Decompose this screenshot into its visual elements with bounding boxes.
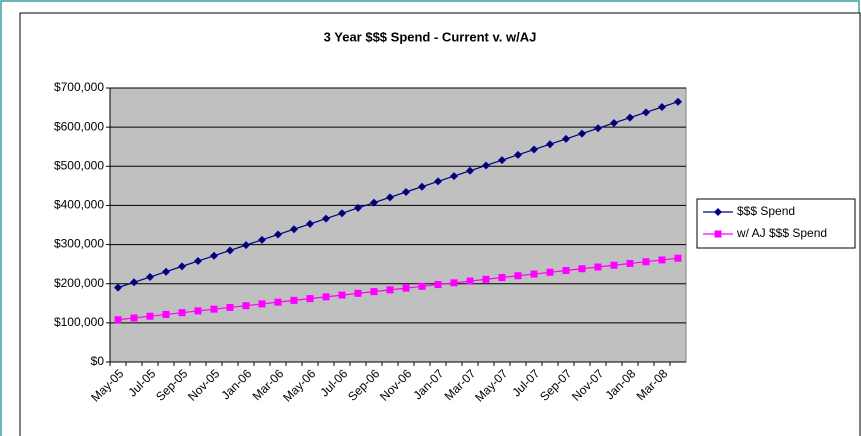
point: [514, 150, 522, 159]
point: [194, 307, 202, 315]
point: [194, 257, 202, 266]
point: [354, 289, 362, 297]
point: [146, 312, 154, 320]
point: [594, 124, 602, 133]
point: [626, 259, 634, 267]
legend-marker: [714, 230, 722, 238]
point: [370, 288, 378, 296]
y-tick-label: $400,000: [54, 198, 104, 212]
point: [498, 156, 506, 165]
point: [578, 129, 586, 138]
point: [130, 278, 138, 287]
point: [274, 298, 282, 306]
point: [306, 219, 314, 228]
point: [642, 258, 650, 266]
point: [434, 177, 442, 186]
point: [562, 134, 570, 143]
point: [306, 295, 314, 303]
point: [242, 302, 250, 310]
y-tick-label: $500,000: [54, 158, 104, 172]
point: [322, 293, 330, 301]
legend-label: w/ AJ $$$ Spend: [736, 226, 827, 240]
point: [498, 274, 506, 282]
point: [418, 182, 426, 191]
point: [114, 283, 122, 292]
point: [146, 273, 154, 282]
point: [466, 166, 474, 175]
point: [338, 291, 346, 299]
point: [642, 108, 650, 117]
point: [210, 305, 218, 313]
point: [210, 251, 218, 260]
point: [658, 103, 666, 112]
point: [402, 284, 410, 292]
point: [402, 188, 410, 197]
point: [578, 265, 586, 273]
point: [290, 296, 298, 304]
point: [610, 261, 618, 269]
point: [226, 303, 234, 311]
point: [450, 279, 458, 287]
point: [226, 246, 234, 255]
point: [242, 241, 250, 250]
point: [610, 118, 618, 127]
point: [626, 113, 634, 122]
point: [546, 268, 554, 276]
point: [370, 198, 378, 207]
point: [482, 275, 490, 283]
point: [530, 145, 538, 154]
point: [418, 282, 426, 290]
point: [178, 309, 186, 317]
point: [466, 277, 474, 285]
point: [386, 193, 394, 202]
point: [322, 214, 330, 223]
y-tick-label: $700,000: [54, 80, 104, 94]
point: [530, 270, 538, 278]
plot-area: [109, 87, 687, 363]
point: [674, 97, 682, 106]
point: [162, 267, 170, 276]
point: [562, 267, 570, 275]
point: [338, 209, 346, 218]
legend: [696, 198, 856, 249]
point: [482, 161, 490, 170]
point: [114, 316, 122, 324]
y-tick-label: $200,000: [54, 276, 104, 290]
point: [274, 230, 282, 239]
point: [546, 140, 554, 149]
y-tick-label: $300,000: [54, 237, 104, 251]
legend-marker: [714, 208, 722, 216]
point: [354, 203, 362, 212]
point: [386, 286, 394, 294]
point: [290, 225, 298, 234]
point: [674, 254, 682, 262]
point: [658, 256, 666, 264]
point: [130, 314, 138, 322]
point: [258, 300, 266, 308]
y-tick-label: $600,000: [54, 119, 104, 133]
point: [434, 281, 442, 289]
y-tick-label: $100,000: [54, 315, 104, 329]
point: [162, 310, 170, 318]
chart-title: 3 Year $$$ Spend - Current v. w/AJ: [324, 29, 537, 44]
point: [450, 172, 458, 181]
point: [178, 262, 186, 271]
point: [514, 272, 522, 280]
legend-label: $$$ Spend: [737, 204, 795, 218]
y-tick-label: $0: [91, 354, 105, 368]
point: [594, 263, 602, 271]
point: [258, 235, 266, 244]
